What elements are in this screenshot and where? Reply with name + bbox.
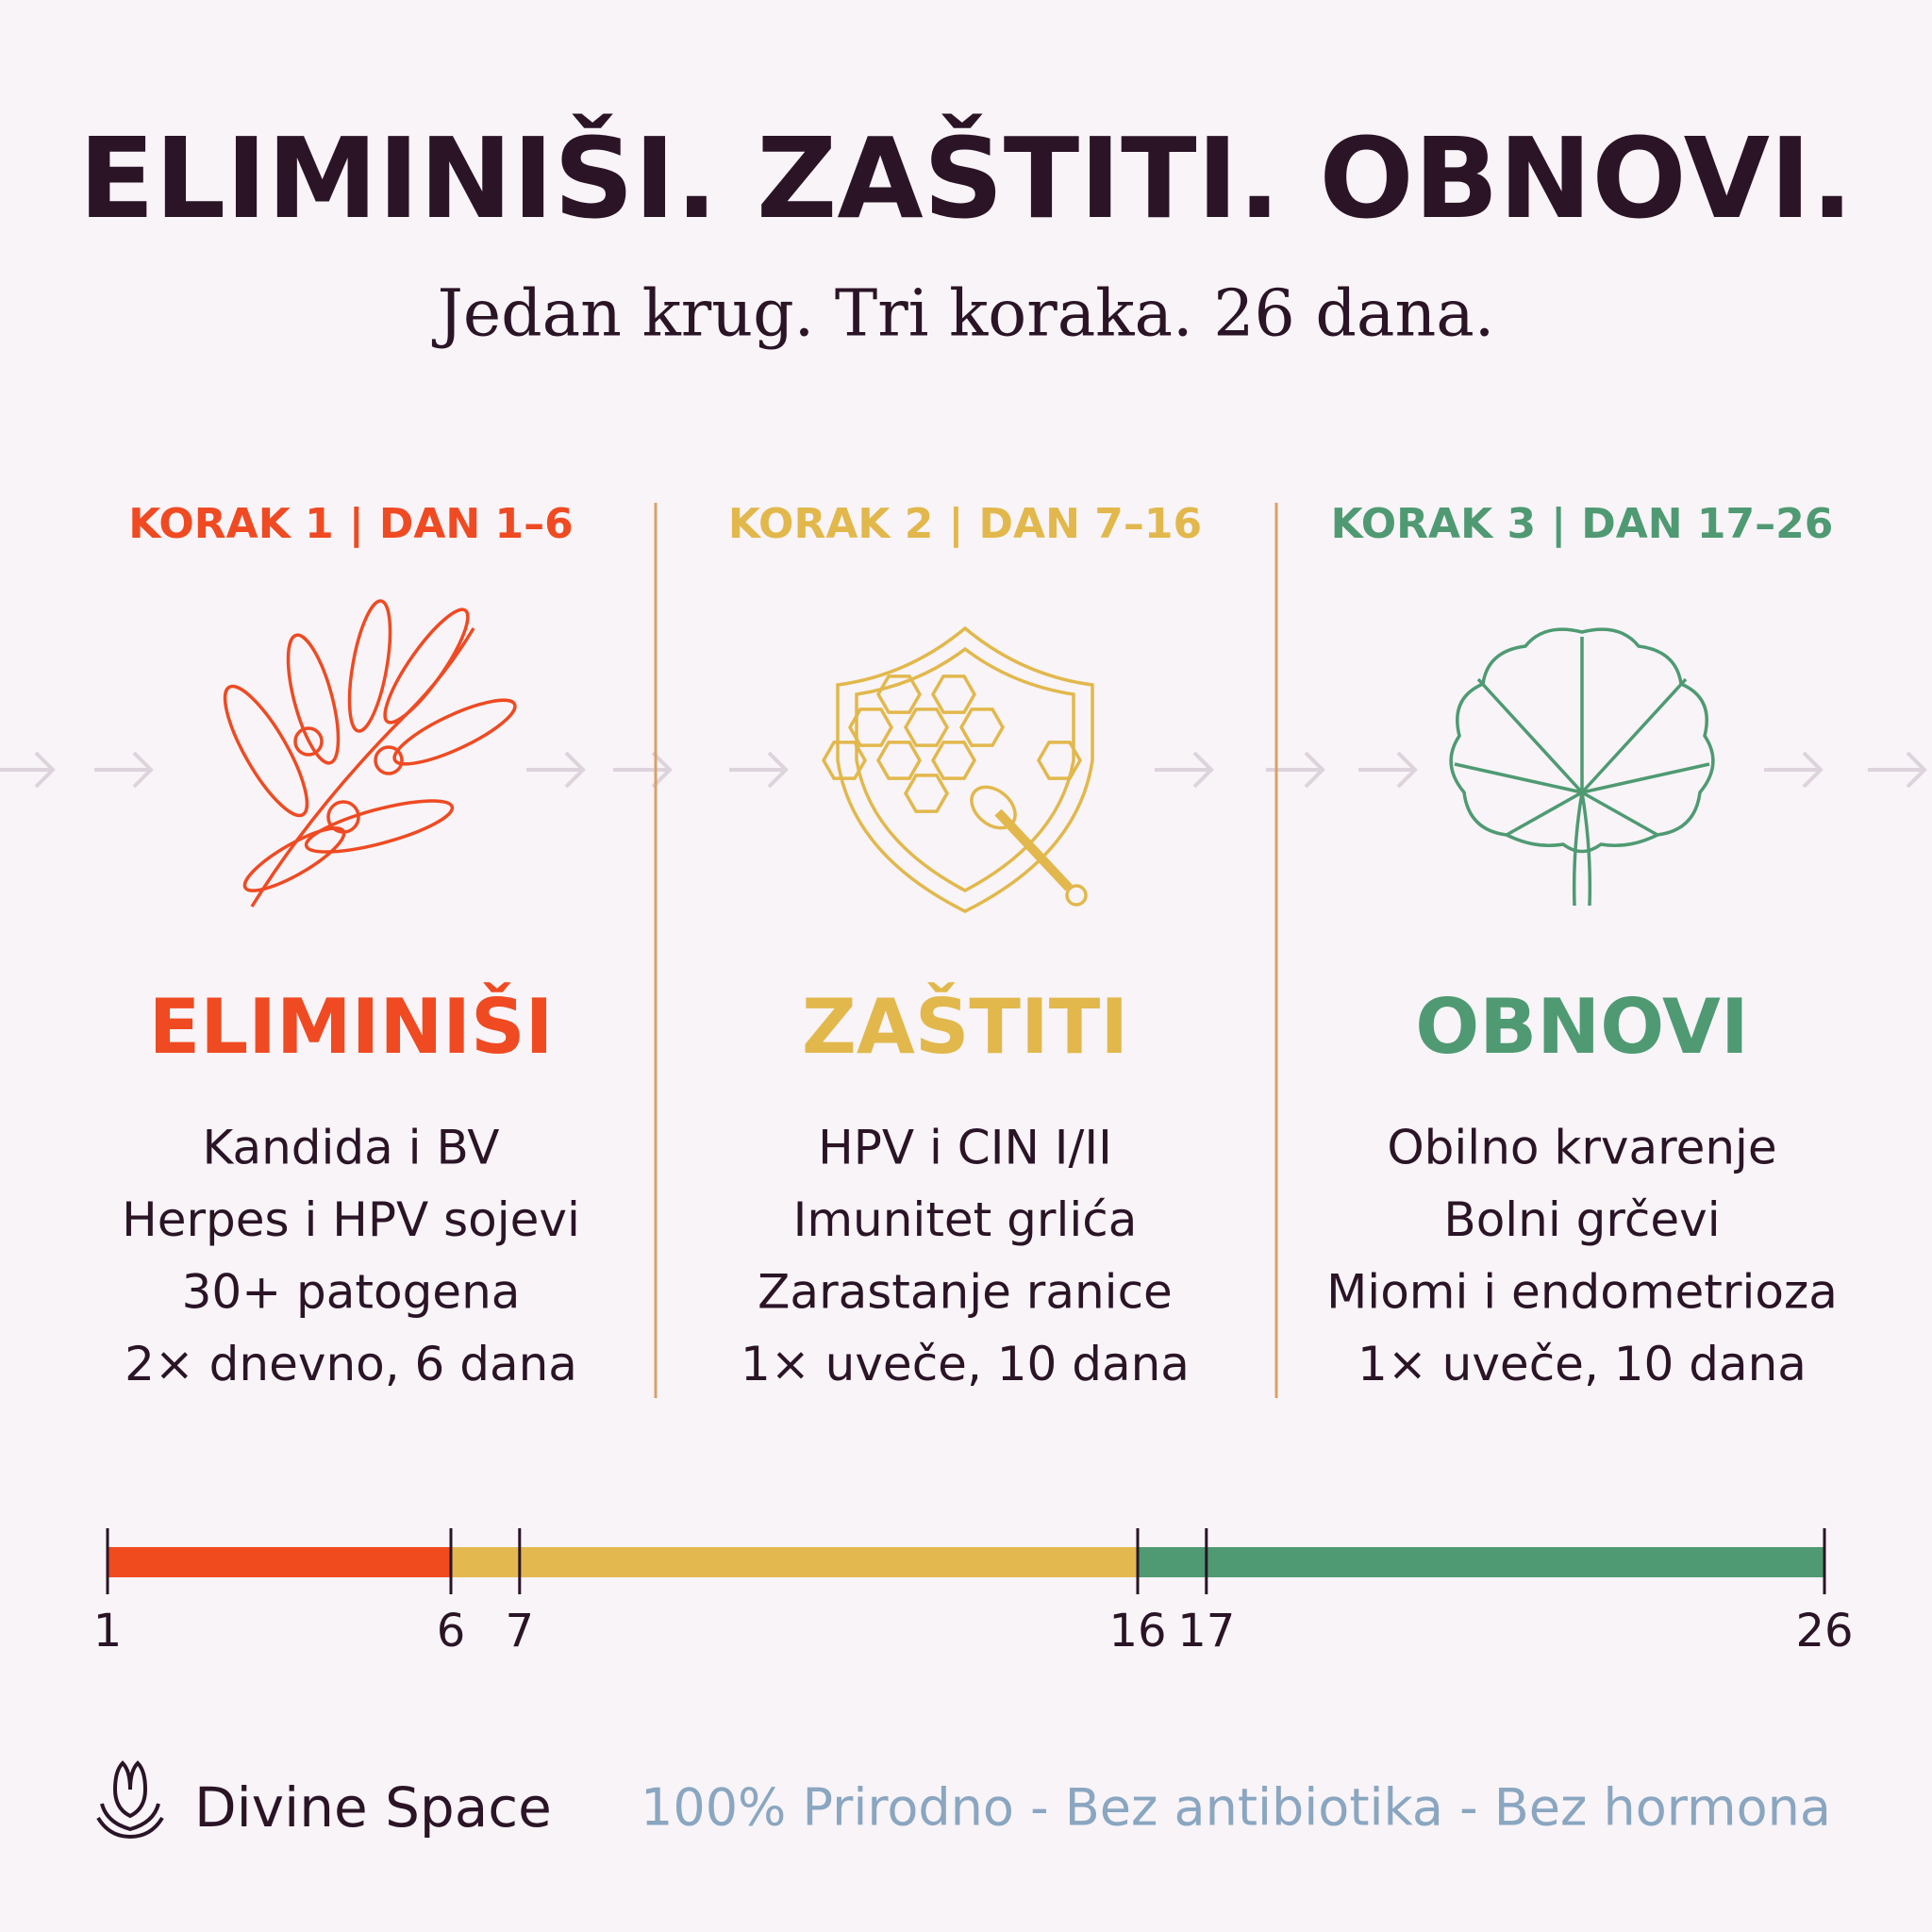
step-days: DAN 17–26	[1581, 500, 1833, 548]
step-days: DAN 7–16	[979, 500, 1203, 548]
brand-logo	[96, 1760, 164, 1840]
branch-icon	[223, 599, 517, 908]
shield-icon	[821, 625, 1094, 913]
step-label: KORAK 3 | DAN 17–26	[1331, 500, 1834, 548]
step-item: Obilno krvarenje	[1387, 1121, 1776, 1175]
tagline: 100% Prirodno - Bez antibiotika - Bez ho…	[641, 1778, 1831, 1838]
step-name: ELIMINIŠI	[149, 982, 554, 1071]
step-item: Bolni grčevi	[1443, 1192, 1720, 1247]
step-name: ZAŠTITI	[802, 982, 1128, 1071]
arrow	[0, 751, 56, 789]
hexagon	[821, 741, 868, 780]
hexagon	[1036, 741, 1083, 780]
step-item: Kandida i BV	[203, 1121, 500, 1175]
step-item: HPV i CIN I/II	[818, 1121, 1112, 1175]
step-item: Miomi i endometrioza	[1326, 1265, 1838, 1320]
timeline: 1 6 7 16 17 26	[93, 1528, 1854, 1657]
tick-label: 26	[1795, 1605, 1853, 1657]
timeline-segment	[451, 1547, 1138, 1577]
step-item: Herpes i HPV sojevi	[122, 1192, 580, 1247]
tick-label: 6	[437, 1605, 466, 1657]
hexagon	[930, 741, 977, 780]
tick-label: 17	[1177, 1605, 1235, 1657]
tick-label: 16	[1108, 1605, 1166, 1657]
step-item: 1× uveče, 10 dana	[1357, 1337, 1807, 1391]
arrow-row	[0, 751, 1927, 789]
subtitle: Jedan krug. Tri koraka. 26 dana.	[432, 277, 1495, 352]
step-name: OBNOVI	[1415, 983, 1748, 1071]
step-label: KORAK 2 | DAN 7–16	[728, 500, 1202, 548]
step-number: KORAK 1	[128, 500, 334, 548]
leaf-icon	[1449, 627, 1715, 907]
hexagon	[875, 675, 923, 714]
step-days: DAN 1–6	[379, 500, 574, 548]
step-item: 30+ patogena	[182, 1265, 521, 1320]
step-item: 2× dnevno, 6 dana	[125, 1337, 577, 1391]
hexagon	[875, 741, 923, 780]
hexagon	[903, 774, 950, 813]
arrow	[729, 751, 789, 789]
step-item: 1× uveče, 10 dana	[741, 1337, 1190, 1391]
step-number: KORAK 3	[1331, 500, 1537, 548]
tick-label: 7	[506, 1605, 535, 1657]
arrow	[1868, 751, 1927, 789]
hexagon	[930, 675, 977, 714]
arrow	[1358, 751, 1418, 789]
arrow	[1764, 751, 1824, 789]
tick-label: 1	[93, 1605, 123, 1657]
title: ELIMINIŠI. ZAŠTITI. OBNOVI.	[78, 113, 1853, 243]
step-label: KORAK 1 | DAN 1–6	[128, 500, 574, 548]
timeline-segment	[1138, 1547, 1824, 1577]
arrow	[94, 751, 154, 789]
brand-name: Divine Space	[194, 1775, 552, 1840]
hexagon	[903, 708, 950, 747]
step-item: Zarastanje ranice	[758, 1265, 1173, 1320]
hexagon	[847, 708, 894, 747]
timeline-segment	[108, 1547, 451, 1577]
hexagon	[958, 708, 1006, 747]
arrow	[526, 751, 586, 789]
step-item: Imunitet grlića	[793, 1192, 1138, 1247]
arrow	[1155, 751, 1214, 789]
steps: KORAK 1 | DAN 1–6 ELIMINIŠI Kandida i BV Herp…	[122, 500, 1838, 1391]
arrow	[613, 751, 673, 789]
step-number: KORAK 2	[728, 500, 934, 548]
